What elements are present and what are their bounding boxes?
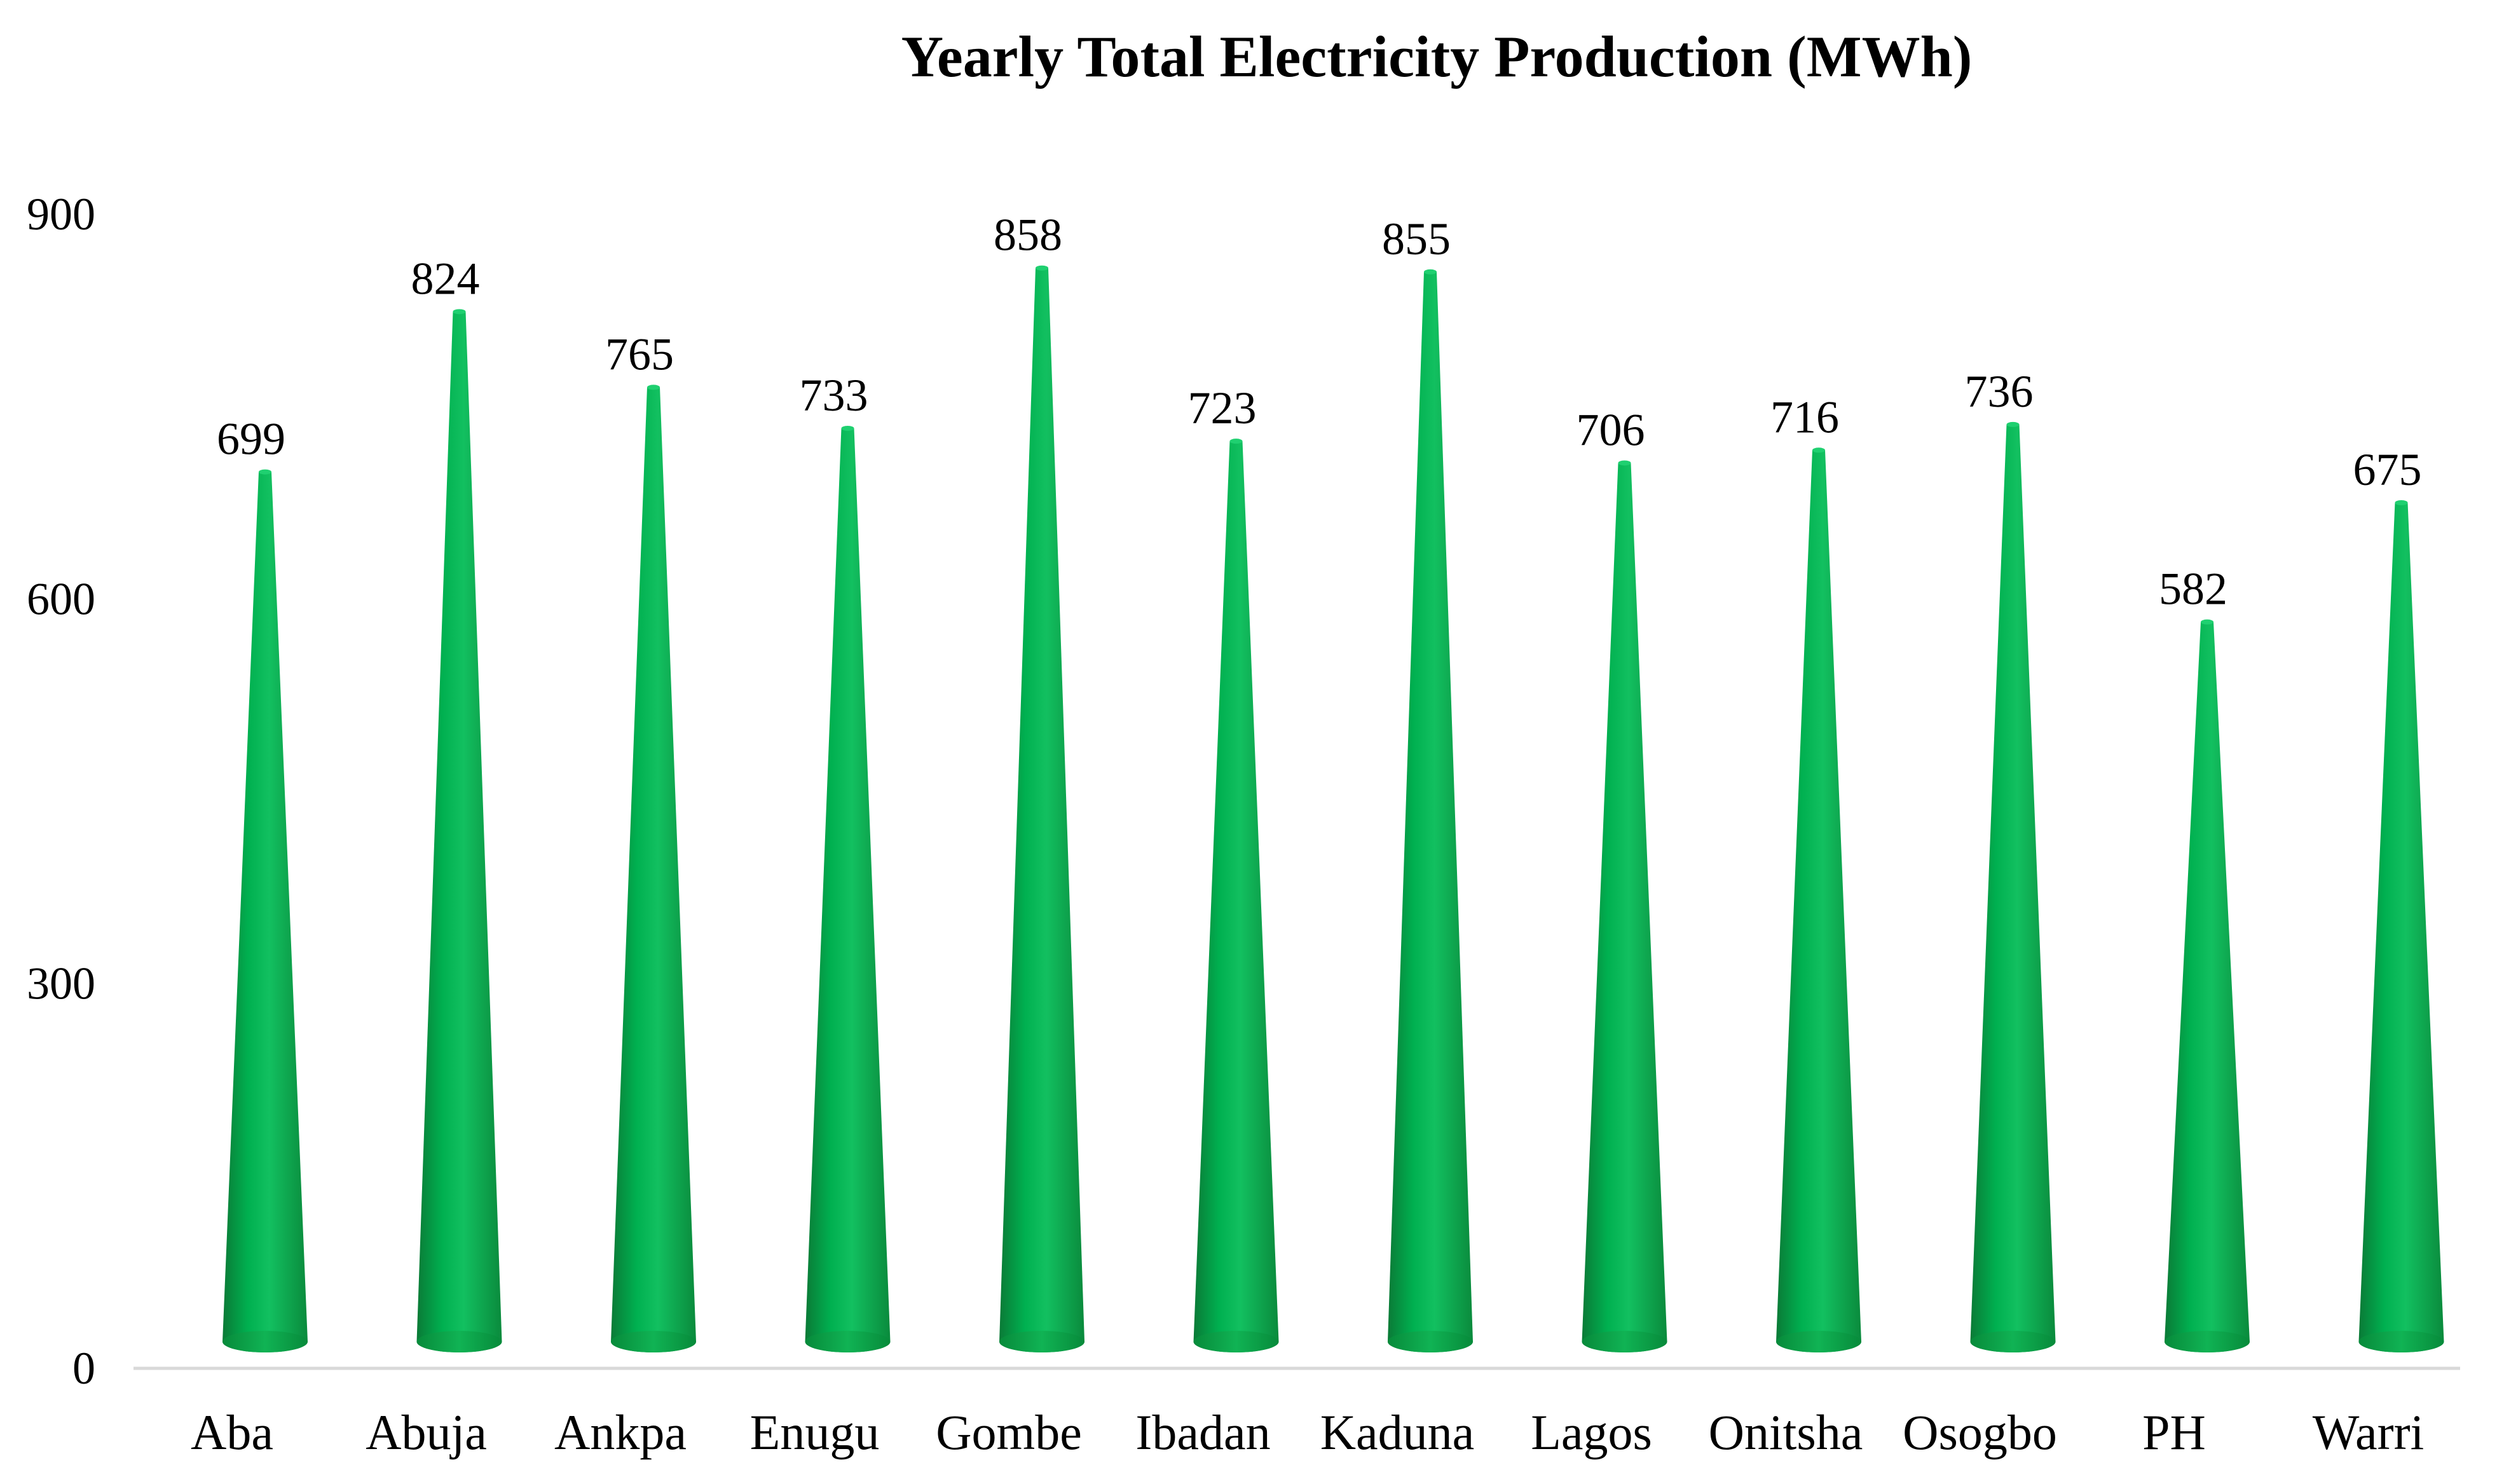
bar-cap — [647, 385, 660, 390]
bar-kaduna — [1388, 269, 1473, 1352]
bar-cone — [416, 311, 502, 1353]
x-tick-label-aba: Aba — [191, 1405, 273, 1460]
bar-base — [2165, 1331, 2250, 1352]
bar-cap — [1424, 269, 1437, 275]
x-tick-label-abuja: Abuja — [366, 1405, 487, 1460]
bar-gombe — [999, 265, 1084, 1352]
bar-cap — [259, 469, 271, 475]
data-label-gombe: 858 — [994, 210, 1062, 261]
bar-base — [222, 1331, 308, 1352]
bar-base — [611, 1331, 696, 1352]
x-tick-label-kaduna: Kaduna — [1320, 1405, 1475, 1460]
bar-cone — [1193, 441, 1279, 1352]
y-tick-label: 300 — [27, 958, 95, 1009]
bar-base — [1582, 1331, 1667, 1352]
x-tick-label-gombe: Gombe — [936, 1405, 1082, 1460]
data-label-onitsha: 716 — [1770, 391, 1839, 442]
data-label-ankpa: 765 — [605, 329, 674, 379]
bar-cone — [611, 387, 696, 1352]
bar-abuja — [416, 309, 502, 1353]
bar-cap — [2201, 619, 2213, 625]
bar-base — [1776, 1331, 1861, 1352]
bar-cone — [1970, 424, 2056, 1352]
data-label-aba: 699 — [217, 414, 285, 465]
data-labels: 699 824 765 733 858 723 855 706 716 736 582 675 — [217, 210, 2422, 615]
bar-base — [1388, 1331, 1473, 1352]
bar-cone — [999, 268, 1084, 1352]
bar-cone — [222, 472, 308, 1353]
bar-base — [805, 1331, 891, 1352]
bar-cone — [1388, 271, 1473, 1352]
data-label-enugu: 733 — [800, 370, 868, 421]
x-tick-label-warri: Warri — [2313, 1405, 2425, 1460]
bar-cap — [453, 309, 466, 315]
bar-aba — [222, 469, 308, 1353]
bar-cone — [1582, 463, 1667, 1352]
x-tick-label-enugu: Enugu — [750, 1405, 880, 1460]
chart-title: Yearly Total Electricity Production (MWh… — [901, 24, 1973, 89]
bar-cone — [1776, 450, 1861, 1352]
bar-cap — [1618, 460, 1631, 466]
data-label-abuja: 824 — [411, 253, 480, 304]
data-label-ph: 582 — [2159, 564, 2227, 615]
x-tick-label-onitsha: Onitsha — [1709, 1405, 1863, 1460]
category-labels: Aba Abuja Ankpa Enugu Gombe Ibadan Kaduna Lagos… — [191, 1405, 2424, 1460]
bar-base — [999, 1331, 1084, 1352]
bar-cap — [2395, 500, 2408, 505]
y-tick-label: 600 — [27, 573, 95, 624]
bar-ph — [2165, 619, 2250, 1352]
bar-enugu — [805, 425, 891, 1352]
data-label-warri: 675 — [2353, 444, 2422, 495]
bar-base — [416, 1331, 502, 1352]
bar-cone — [2358, 503, 2444, 1352]
bar-onitsha — [1776, 447, 1861, 1352]
bar-osogbo — [1970, 421, 2056, 1352]
bar-base — [2358, 1331, 2444, 1352]
data-label-osogbo: 736 — [1965, 366, 2034, 417]
bar-warri — [2358, 500, 2444, 1352]
bar-series — [222, 265, 2444, 1353]
bar-cone — [805, 428, 891, 1352]
bar-ibadan — [1193, 439, 1279, 1352]
data-label-kaduna: 855 — [1382, 214, 1451, 264]
x-tick-label-osogbo: Osogbo — [1903, 1405, 2057, 1460]
bar-lagos — [1582, 460, 1667, 1352]
bar-cap — [1229, 439, 1243, 444]
data-label-lagos: 706 — [1577, 404, 1645, 455]
bar-ankpa — [611, 385, 696, 1352]
x-tick-label-ankpa: Ankpa — [554, 1405, 687, 1460]
x-tick-label-ibadan: Ibadan — [1135, 1405, 1270, 1460]
bar-base — [1970, 1331, 2056, 1352]
data-label-ibadan: 723 — [1188, 383, 1257, 433]
bar-cap — [841, 425, 854, 431]
bar-cap — [1036, 265, 1048, 271]
x-tick-label-ph: PH — [2142, 1405, 2206, 1460]
bar-base — [1193, 1331, 1279, 1352]
bar-cap — [2006, 421, 2020, 427]
bar-cone — [2165, 622, 2250, 1352]
x-tick-label-lagos: Lagos — [1531, 1405, 1652, 1460]
y-axis-ticks: 0 300 600 900 — [27, 189, 95, 1394]
bar-cap — [1812, 447, 1825, 453]
y-tick-label: 0 — [72, 1343, 95, 1394]
y-tick-label: 900 — [27, 189, 95, 240]
